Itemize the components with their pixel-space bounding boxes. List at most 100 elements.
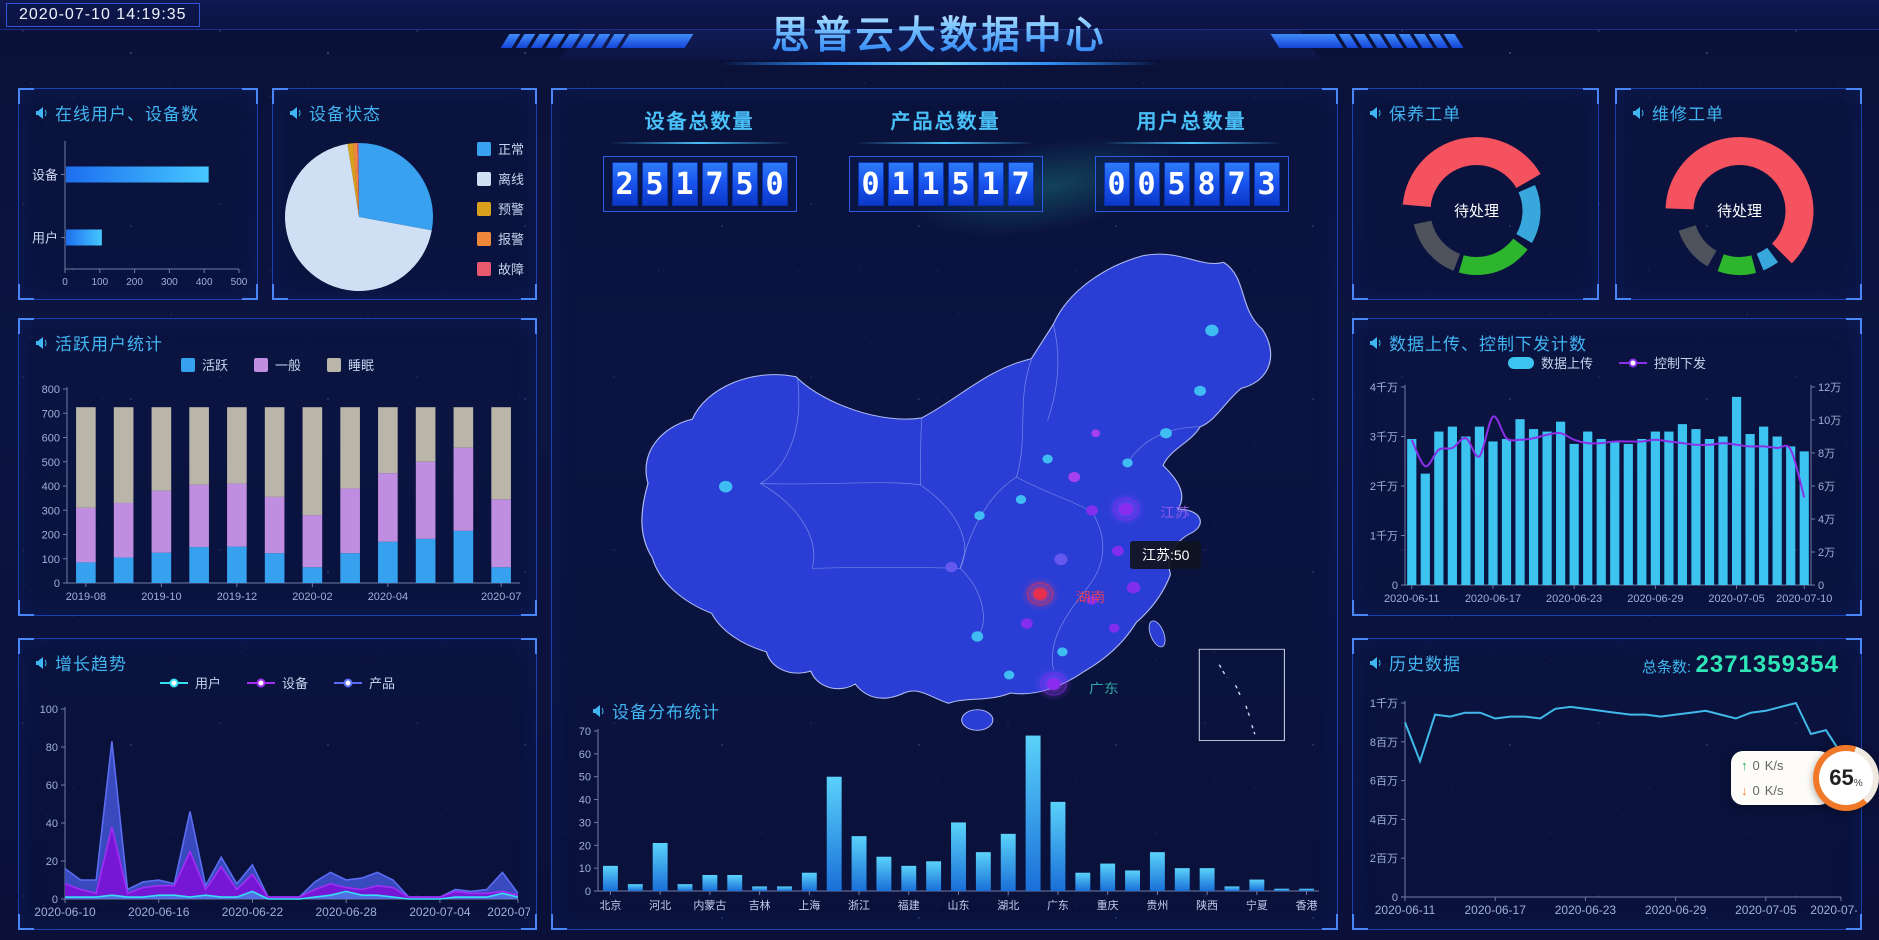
upload-control-legend: 数据上传 控制下发 [1353,353,1861,372]
svg-text:2020-06-11: 2020-06-11 [1384,593,1439,605]
legend-label: 控制下发 [1654,356,1707,371]
svg-text:广东: 广东 [1089,681,1119,696]
svg-text:2019-08: 2019-08 [66,591,106,603]
svg-text:1千万: 1千万 [1370,530,1398,543]
speed-pill: ↑ 0 K/s ↓ 0 K/s [1731,751,1831,805]
legend-item-产品[interactable]: 产品 [334,673,395,692]
legend-label: 故障 [497,262,524,277]
legend-item-离线[interactable]: 离线 [476,169,524,188]
counter-digit: 7 [1007,162,1034,206]
legend-swatch [327,357,341,372]
svg-text:湖南: 湖南 [1076,590,1106,605]
network-speed-widget[interactable]: ↑ 0 K/s ↓ 0 K/s 65 % [1731,745,1879,817]
legend-label: 数据上传 [1540,356,1593,371]
legend-item-设备[interactable]: 设备 [246,673,308,692]
counter-digit: 8 [1193,162,1220,206]
panel-title: 保养工单 [1353,89,1598,125]
map-data-dots[interactable] [719,324,1219,701]
svg-text:40: 40 [46,818,58,830]
svg-text:2020-06-10: 2020-06-10 [34,905,96,919]
svg-text:2020-07-05: 2020-07-05 [1735,903,1797,917]
legend-item-预警[interactable]: 预警 [476,199,524,218]
svg-text:吉林: 吉林 [749,898,771,912]
panel-title-icon [1633,106,1644,119]
total-records: 总条数: 2371359354 [1642,651,1839,679]
legend-item-故障[interactable]: 故障 [476,259,524,278]
panel-title: 设备状态 [273,89,536,125]
counter-digit: 3 [1253,162,1280,206]
panel-title: 设备分布统计 [576,687,734,723]
counter-digit: 5 [947,162,974,206]
svg-text:800: 800 [42,384,60,396]
svg-text:山东: 山东 [948,899,970,912]
legend-label: 用户 [194,676,221,691]
svg-text:2020-06-29: 2020-06-29 [1627,593,1683,605]
svg-text:设备: 设备 [32,168,58,183]
legend-item-数据上传[interactable]: 数据上传 [1507,353,1593,372]
legend-label: 正常 [497,142,524,157]
svg-text:广东: 广东 [1047,899,1069,912]
history-chart[interactable]: 0 2百万 4百万 6百万 8百万 1千万 2020-06-11 2020-06-17 2020… [1359,691,1872,923]
memory-gauge[interactable]: 65 % [1813,745,1879,811]
panel-online-users: 在线用户、设备数 设备 用户 0 100 200 300 400 500 [18,88,258,300]
legend-item-控制下发[interactable]: 控制下发 [1619,353,1706,372]
counter-用户总数量: 用户总数量 0 0 5 8 7 3 [1074,105,1309,221]
china-map[interactable]: 江苏 湖南 广东 [574,207,1314,747]
svg-text:2020-06-23: 2020-06-23 [1555,903,1617,917]
growth-trend-chart[interactable]: 0 20 40 60 80 100 2020-06-10 2020-06-16 2020-06-… [27,699,549,925]
china-outline[interactable] [641,253,1272,731]
counter-underline [1101,142,1282,144]
svg-text:2020-06-29: 2020-06-29 [1645,903,1707,917]
svg-text:2019-12: 2019-12 [217,591,257,603]
panel-center-map: 设备总数量 2 5 1 7 5 0 产品总数量 0 1 1 5 1 7 用户总数量 0 0 5 8 7 3 [551,88,1338,930]
panel-title-icon [36,336,47,349]
legend-swatch [334,678,362,687]
panel-title: 增长趋势 [19,639,536,675]
svg-text:60: 60 [579,749,591,761]
counter-digit: 5 [731,162,758,206]
panel-title: 活跃用户统计 [19,319,536,355]
device-status-pie[interactable] [279,131,459,295]
svg-text:0: 0 [585,886,591,898]
device-distribution-chart[interactable]: 0 10 20 30 40 50 60 70 北京 河北 内蒙古 吉林 上海 浙江 福建 山东 湖北 广东 重庆 贵州… [564,717,1327,921]
online-users-chart[interactable]: 设备 用户 0 100 200 300 400 500 [25,133,253,293]
svg-text:河北: 河北 [649,899,671,912]
svg-text:2020-07: 2020-07 [481,591,521,603]
repair-donut-chart[interactable]: 待处理 [1634,123,1845,295]
legend-item-一般[interactable]: 一般 [253,355,301,374]
svg-text:0: 0 [62,277,68,288]
svg-text:香港: 香港 [1296,899,1318,912]
counter-underline [855,142,1036,144]
legend-swatch [476,261,491,276]
panel-active-users: 活跃用户统计 活跃 一般 睡眠 0 100 200 300 400 500 600 700 800 2… [18,318,537,616]
panel-title-icon [593,704,604,717]
svg-text:2千万: 2千万 [1370,480,1398,493]
upload-control-chart[interactable]: 0 1千万 2千万 3千万 4千万 0 2万 4万 6万 8万 10万 12万 2020-06-11 20… [1359,377,1857,611]
legend-label: 离线 [497,172,524,187]
legend-item-正常[interactable]: 正常 [476,139,524,158]
legend-item-睡眠[interactable]: 睡眠 [327,355,374,374]
svg-text:4千万: 4千万 [1370,381,1398,394]
counter-digit: 7 [701,162,728,206]
active-users-chart[interactable]: 0 100 200 300 400 500 600 700 800 2019-08 2019-10 2… [27,381,530,609]
panel-title-icon [1370,106,1381,119]
counter-digit: 5 [641,162,668,206]
gauge-percent: 65 [1829,765,1854,790]
gauge-percent-sign: % [1853,777,1863,789]
svg-text:2020-07-05: 2020-07-05 [1708,593,1764,605]
maintenance-donut-chart[interactable]: 待处理 [1371,123,1582,295]
svg-text:400: 400 [42,481,60,493]
title-underline [719,62,1160,65]
legend-item-活跃[interactable]: 活跃 [180,355,228,374]
svg-text:内蒙古: 内蒙古 [693,898,726,912]
total-records-label: 总条数: [1641,659,1692,676]
panel-title: 在线用户、设备数 [19,89,257,125]
top-strip [0,0,1879,30]
svg-text:2020-06-23: 2020-06-23 [1546,593,1602,605]
legend-item-报警[interactable]: 报警 [476,229,524,248]
counter-digit: 0 [857,162,884,206]
map-tooltip: 江苏:50 [1130,541,1202,569]
legend-item-用户[interactable]: 用户 [159,673,221,692]
panel-maintenance-orders: 保养工单 待处理 [1352,88,1599,300]
